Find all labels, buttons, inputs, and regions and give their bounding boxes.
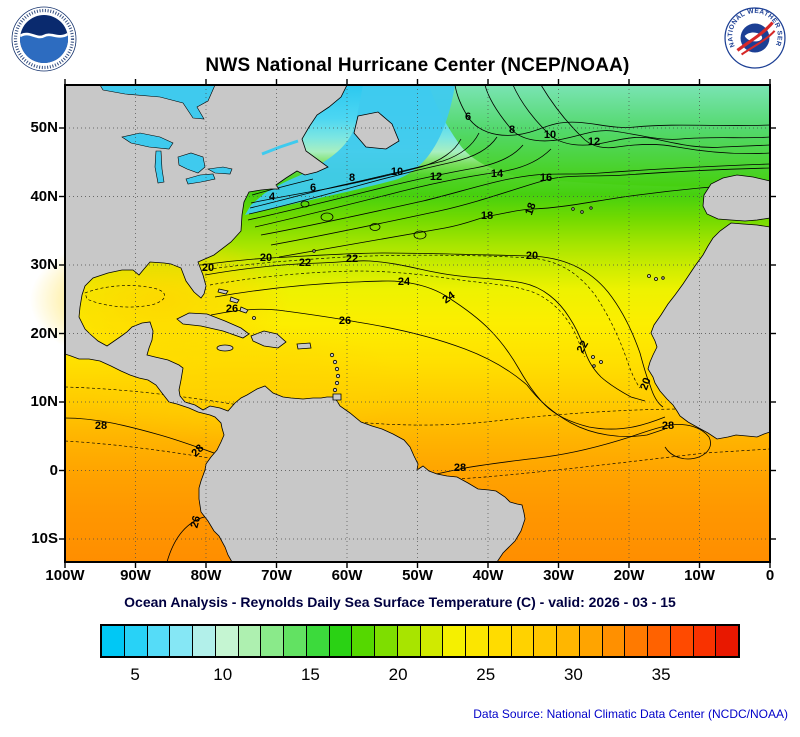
contour-label: 8 xyxy=(349,172,355,184)
lon-label: 30W xyxy=(543,567,574,584)
colorbar-segment xyxy=(306,626,330,656)
colorbar-tick-label: 35 xyxy=(651,665,671,684)
colorbar-segment xyxy=(693,626,717,656)
contour-label: 20 xyxy=(526,250,538,262)
colorbar-segment xyxy=(557,626,580,656)
colorbar-segment xyxy=(397,626,421,656)
data-source-note: Data Source: National Climatic Data Cent… xyxy=(473,707,788,721)
contour-label: 10 xyxy=(391,166,403,178)
colorbar-tick-label: 20 xyxy=(388,665,408,684)
lat-label: 10N xyxy=(30,393,58,410)
contour-label: 16 xyxy=(540,172,552,184)
colorbar-segment xyxy=(238,626,262,656)
colorbar-segment xyxy=(534,626,557,656)
contour-label: 26 xyxy=(226,303,238,315)
colorbar-tick-label: 10 xyxy=(213,665,233,684)
colorbar-segment xyxy=(466,626,489,656)
lat-label: 50N xyxy=(30,118,58,136)
contour-label: 26 xyxy=(189,515,204,530)
lon-label: 50W xyxy=(402,567,433,584)
contour-label: 26 xyxy=(339,315,351,327)
noaa-logo-icon xyxy=(11,6,77,72)
contour-label: 6 xyxy=(310,182,316,194)
lat-label: 40N xyxy=(30,187,58,205)
colorbar-segment xyxy=(625,626,648,656)
lon-label: 70W xyxy=(261,567,292,584)
lat-label: 30N xyxy=(30,256,58,274)
lon-axis-labels: 100W 90W 80W 70W 60W 50W 40W 30W 20W 10W 0 xyxy=(45,567,774,587)
map-border xyxy=(64,84,771,563)
lat-label: 20N xyxy=(30,324,58,342)
lon-label: 100W xyxy=(45,567,85,584)
lon-label: 90W xyxy=(120,567,151,584)
colorbar-segment xyxy=(215,626,239,656)
colorbar-segment xyxy=(443,626,466,656)
contour-label: 12 xyxy=(588,136,600,148)
lat-label: 10S xyxy=(31,530,58,547)
contour-label: 18 xyxy=(523,201,538,217)
contour-label: 8 xyxy=(509,124,515,136)
contour-label: 10 xyxy=(544,129,556,141)
lon-label: 0 xyxy=(765,567,775,584)
lat-label: 0 xyxy=(49,461,58,479)
contour-label: 22 xyxy=(575,339,592,356)
contour-layer xyxy=(64,84,771,563)
colorbar-segment xyxy=(648,626,671,656)
colorbar-segment xyxy=(329,626,353,656)
colorbar-segment xyxy=(420,626,444,656)
colorbar-segment xyxy=(170,626,193,656)
contour-label: 20 xyxy=(260,252,272,264)
colorbar-segment xyxy=(579,626,603,656)
colorbar-tick-label: 15 xyxy=(300,665,320,684)
lon-label: 40W xyxy=(472,567,504,584)
contour-label: 4 xyxy=(269,191,276,203)
colorbar-tick-label: 30 xyxy=(563,665,583,684)
contour-label: 28 xyxy=(662,420,674,432)
nws-logo-icon: NATIONAL WEATHER SERVICE xyxy=(724,7,786,69)
contour-label: 22 xyxy=(299,257,311,269)
contour-label: 24 xyxy=(398,276,411,288)
colorbar xyxy=(100,624,740,658)
lon-label: 80W xyxy=(190,567,222,584)
colorbar-segment xyxy=(284,626,307,656)
colorbar-tick-label: 25 xyxy=(476,665,496,684)
contour-label: 12 xyxy=(430,171,442,183)
contour-label: 28 xyxy=(454,462,466,474)
colorbar-segment xyxy=(716,626,738,656)
contour-label: 18 xyxy=(481,210,493,222)
colorbar-segment xyxy=(602,626,626,656)
colorbar-segment xyxy=(511,626,535,656)
lon-label: 20W xyxy=(613,567,645,584)
contour-label: 20 xyxy=(202,262,214,274)
colorbar-segment xyxy=(147,626,171,656)
colorbar-segment xyxy=(488,626,512,656)
colorbar-segment xyxy=(124,626,148,656)
lon-label: 60W xyxy=(331,567,363,584)
lon-label: 10W xyxy=(684,567,715,584)
contour-label: 28 xyxy=(95,420,107,432)
contour-label: 14 xyxy=(491,168,504,180)
contour-label: 22 xyxy=(346,253,358,265)
colorbar-segment xyxy=(102,626,125,656)
page-title: NWS National Hurricane Center (NCEP/NOAA… xyxy=(205,55,630,76)
lat-axis-labels: 50N 40N 30N 20N 10N 0 10S xyxy=(12,85,58,562)
contour-label: 20 xyxy=(638,376,653,392)
colorbar-labels: 5 10 15 20 25 30 35 xyxy=(100,665,740,687)
contour-label: 6 xyxy=(465,111,471,123)
map-caption: Ocean Analysis - Reynolds Daily Sea Surf… xyxy=(124,594,676,610)
colorbar-segment xyxy=(375,626,398,656)
land-layer xyxy=(64,84,771,563)
colorbar-segment xyxy=(352,626,375,656)
colorbar-segment xyxy=(261,626,284,656)
colorbar-segment xyxy=(670,626,694,656)
colorbar-tick-label: 5 xyxy=(130,665,140,684)
colorbar-segment xyxy=(193,626,216,656)
